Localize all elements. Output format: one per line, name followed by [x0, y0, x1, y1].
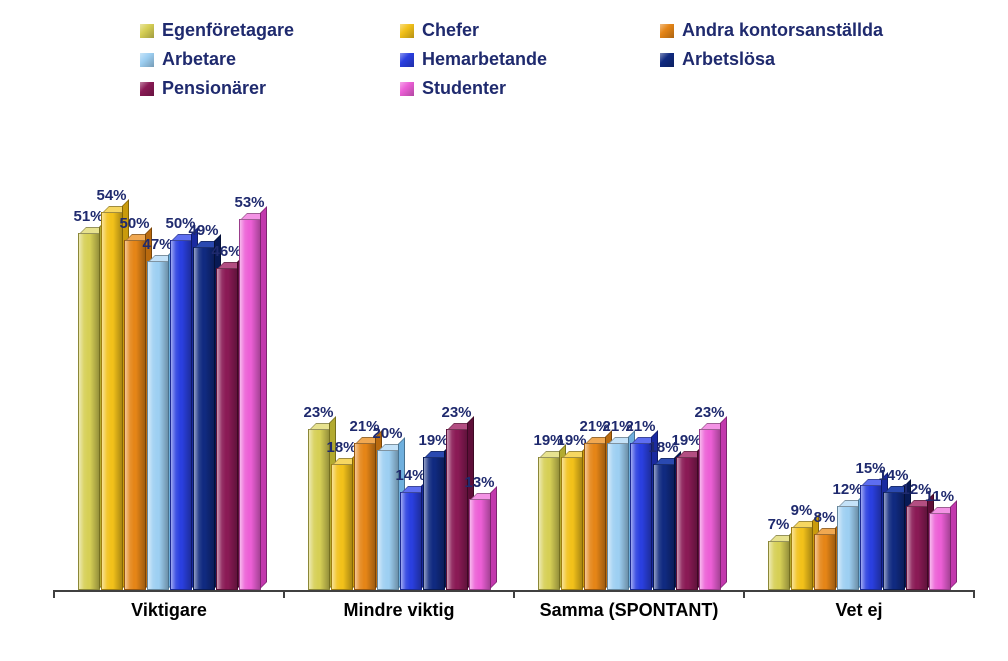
- bar-viktigare-arbetslosa: 49%: [193, 247, 215, 590]
- legend-item-egenforetagare: Egenföretagare: [140, 20, 400, 41]
- bar-label-viktigare-studenter: 53%: [234, 194, 264, 211]
- bar-label-mindre_viktig-chefer: 18%: [326, 439, 356, 456]
- bar-viktigare-chefer: 54%: [101, 212, 123, 590]
- bar-vet_ej-chefer: 9%: [791, 527, 813, 590]
- bar-label-viktigare-egenforetagare: 51%: [73, 208, 103, 225]
- bar-samma-studenter: 23%: [699, 429, 721, 590]
- bar-label-samma-pensionarer: 19%: [671, 432, 701, 449]
- bar-viktigare-andra: 50%: [124, 240, 146, 590]
- bar-label-viktigare-pensionarer: 46%: [211, 243, 241, 260]
- axis-tick: [743, 590, 745, 598]
- category-label-viktigare: Viktigare: [54, 600, 284, 621]
- legend-swatch-hemarbetande: [400, 53, 414, 67]
- bar-viktigare-studenter: 53%: [239, 219, 261, 590]
- legend-swatch-arbetslosa: [660, 53, 674, 67]
- bar-samma-andra: 21%: [584, 443, 606, 590]
- category-label-samma: Samma (SPONTANT): [514, 600, 744, 621]
- plot-area: Viktigare51%54%50%47%50%49%46%53%Mindre …: [54, 150, 974, 590]
- bar-label-vet_ej-arbetare: 12%: [832, 481, 862, 498]
- legend-item-arbetslosa: Arbetslösa: [660, 49, 920, 70]
- group-viktigare: Viktigare51%54%50%47%50%49%46%53%: [54, 150, 284, 590]
- category-label-mindre_viktig: Mindre viktig: [284, 600, 514, 621]
- bar-label-vet_ej-studenter: 11%: [925, 488, 954, 505]
- bar-label-vet_ej-chefer: 9%: [791, 502, 813, 519]
- bar-label-mindre_viktig-studenter: 13%: [464, 474, 494, 491]
- legend-label-egenforetagare: Egenföretagare: [162, 20, 294, 41]
- legend-swatch-egenforetagare: [140, 24, 154, 38]
- bar-viktigare-egenforetagare: 51%: [78, 233, 100, 590]
- legend-swatch-andra: [660, 24, 674, 38]
- bar-mindre_viktig-andra: 21%: [354, 443, 376, 590]
- bar-samma-pensionarer: 19%: [676, 457, 698, 590]
- bar-label-mindre_viktig-arbetslosa: 19%: [418, 432, 448, 449]
- bar-vet_ej-arbetare: 12%: [837, 506, 859, 590]
- bar-label-mindre_viktig-pensionarer: 23%: [441, 404, 471, 421]
- bar-vet_ej-hemarbetande: 15%: [860, 485, 882, 590]
- group-vet_ej: Vet ej7%9%8%12%15%14%12%11%: [744, 150, 974, 590]
- bar-label-vet_ej-andra: 8%: [814, 509, 836, 526]
- bar-label-vet_ej-egenforetagare: 7%: [768, 516, 790, 533]
- legend-swatch-chefer: [400, 24, 414, 38]
- bar-samma-chefer: 19%: [561, 457, 583, 590]
- legend-label-hemarbetande: Hemarbetande: [422, 49, 547, 70]
- group-samma: Samma (SPONTANT)19%19%21%21%21%18%19%23%: [514, 150, 744, 590]
- bar-label-viktigare-arbetare: 47%: [142, 236, 172, 253]
- legend-label-pensionarer: Pensionärer: [162, 78, 266, 99]
- axis-tick: [53, 590, 55, 598]
- legend-label-andra: Andra kontorsanställda: [682, 20, 883, 41]
- legend-label-studenter: Studenter: [422, 78, 506, 99]
- legend-item-andra: Andra kontorsanställda: [660, 20, 920, 41]
- bar-label-viktigare-chefer: 54%: [96, 187, 126, 204]
- bar-vet_ej-egenforetagare: 7%: [768, 541, 790, 590]
- bar-vet_ej-pensionarer: 12%: [906, 506, 928, 590]
- bar-vet_ej-studenter: 11%: [929, 513, 951, 590]
- category-label-vet_ej: Vet ej: [744, 600, 974, 621]
- bar-vet_ej-andra: 8%: [814, 534, 836, 590]
- legend-label-arbetare: Arbetare: [162, 49, 236, 70]
- axis-tick: [513, 590, 515, 598]
- bar-samma-hemarbetande: 21%: [630, 443, 652, 590]
- legend: Egenföretagare Chefer Andra kontorsanställ…: [140, 20, 960, 99]
- group-mindre_viktig: Mindre viktig23%18%21%20%14%19%23%13%: [284, 150, 514, 590]
- legend-item-pensionarer: Pensionärer: [140, 78, 400, 99]
- axis-tick: [283, 590, 285, 598]
- bar-viktigare-pensionarer: 46%: [216, 268, 238, 590]
- legend-item-hemarbetande: Hemarbetande: [400, 49, 660, 70]
- bar-label-samma-studenter: 23%: [694, 404, 724, 421]
- bar-samma-egenforetagare: 19%: [538, 457, 560, 590]
- bar-label-viktigare-arbetslosa: 49%: [188, 222, 218, 239]
- bar-label-viktigare-andra: 50%: [119, 215, 149, 232]
- bar-mindre_viktig-studenter: 13%: [469, 499, 491, 590]
- legend-swatch-pensionarer: [140, 82, 154, 96]
- legend-swatch-arbetare: [140, 53, 154, 67]
- bar-samma-arbetare: 21%: [607, 443, 629, 590]
- legend-label-arbetslosa: Arbetslösa: [682, 49, 775, 70]
- bar-mindre_viktig-arbetslosa: 19%: [423, 457, 445, 590]
- bar-label-mindre_viktig-arbetare: 20%: [372, 425, 402, 442]
- bar-viktigare-arbetare: 47%: [147, 261, 169, 590]
- bar-mindre_viktig-pensionarer: 23%: [446, 429, 468, 590]
- bar-label-mindre_viktig-egenforetagare: 23%: [303, 404, 333, 421]
- bar-viktigare-hemarbetande: 50%: [170, 240, 192, 590]
- bar-vet_ej-arbetslosa: 14%: [883, 492, 905, 590]
- legend-item-studenter: Studenter: [400, 78, 660, 99]
- legend-item-chefer: Chefer: [400, 20, 660, 41]
- bar-label-samma-hemarbetande: 21%: [625, 418, 655, 435]
- bar-label-mindre_viktig-hemarbetande: 14%: [395, 467, 425, 484]
- legend-item-arbetare: Arbetare: [140, 49, 400, 70]
- legend-swatch-studenter: [400, 82, 414, 96]
- bar-samma-arbetslosa: 18%: [653, 464, 675, 590]
- legend-label-chefer: Chefer: [422, 20, 479, 41]
- axis-tick: [973, 590, 975, 598]
- bar-mindre_viktig-chefer: 18%: [331, 464, 353, 590]
- bar-mindre_viktig-hemarbetande: 14%: [400, 492, 422, 590]
